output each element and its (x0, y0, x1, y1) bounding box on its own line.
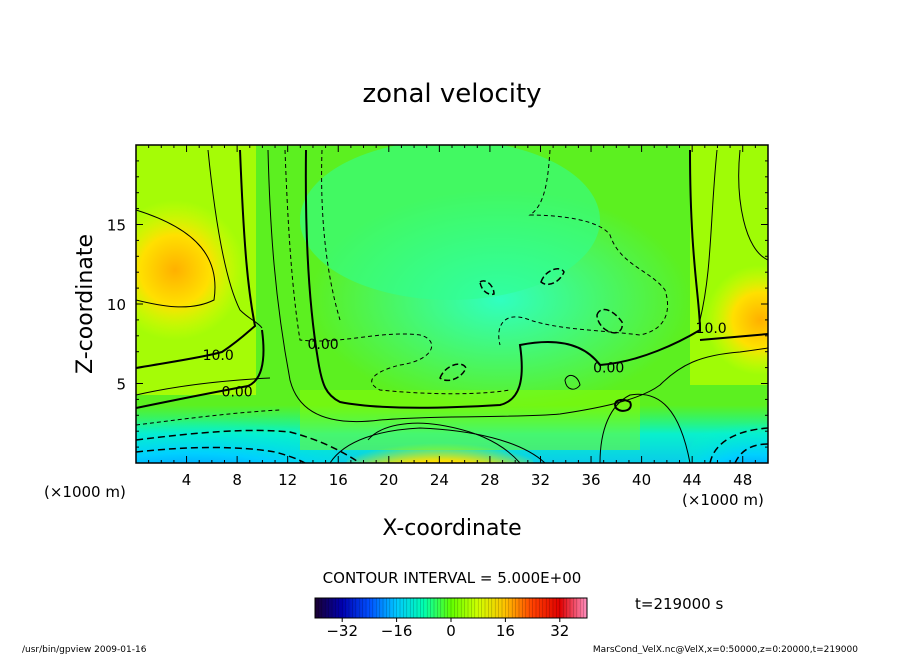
y-axis-label: Z-coordinate (73, 234, 98, 374)
contour-line (304, 149, 702, 409)
contour-line (734, 443, 768, 463)
contour-line (329, 427, 546, 463)
contour-label: 10.0 (696, 321, 727, 337)
x-axis-label: X-coordinate (382, 516, 521, 541)
plot-area: 10.0 0.00 0.00 0.00 10.0 (136, 145, 768, 463)
x-tick-label: 40 (632, 471, 651, 489)
contour-label: 0.00 (222, 384, 253, 400)
contour-labels: 10.0 0.00 0.00 0.00 10.0 (203, 321, 727, 401)
contour-line (738, 149, 768, 261)
x-tick-label: 44 (683, 471, 702, 489)
contour-line (136, 409, 281, 426)
colorbar-tick-label: 16 (496, 622, 515, 640)
y-tick-label: 5 (116, 376, 126, 394)
contour-line (207, 149, 263, 329)
colorbar-tick-label: −32 (326, 622, 358, 640)
contour-line (136, 149, 257, 369)
x-tick-label: 28 (480, 471, 499, 489)
contour-label: 0.00 (307, 337, 338, 353)
x-tick-label: 32 (531, 471, 550, 489)
x-tick-label: 4 (182, 471, 192, 489)
contour-line (136, 209, 216, 308)
x-tick-label: 20 (379, 471, 398, 489)
contour-label: 0.00 (593, 361, 624, 377)
colorbar-tick-label: 32 (550, 622, 569, 640)
contour-line (284, 149, 511, 395)
footer-left: /usr/bin/gpview 2009-01-16 (22, 645, 147, 654)
contour-line (699, 149, 718, 321)
contour-line (136, 329, 265, 409)
chart-title: zonal velocity (362, 79, 541, 109)
y-tick-label: 15 (107, 217, 126, 235)
contour-line (367, 422, 521, 463)
x-tick-label: 24 (430, 471, 449, 489)
contour-interval: CONTOUR INTERVAL = 5.000E+00 (323, 569, 582, 587)
colorbar-tick-label: 0 (446, 622, 456, 640)
time-label: t=219000 s (635, 595, 723, 613)
contour-line (479, 280, 495, 296)
contour-line (136, 446, 306, 463)
y-axis: 5 10 15 (107, 160, 768, 448)
footer-right: MarsCond_VelX.nc@VelX,x=0:50000,z=0:2000… (593, 645, 858, 654)
contour-line (267, 149, 768, 423)
contour-line (596, 308, 624, 334)
x-axis: 4 8 12 16 20 24 28 32 36 40 44 48 (148, 145, 756, 489)
contour-line (136, 377, 271, 396)
contour-line (321, 149, 341, 321)
contour-line (498, 149, 669, 346)
contour-label: 10.0 (203, 348, 234, 364)
x-tick-label: 12 (278, 471, 297, 489)
contour-line (136, 429, 361, 463)
x-unit-right: (×1000 m) (682, 491, 764, 509)
y-tick-label: 10 (107, 296, 126, 314)
contour-line (540, 268, 565, 286)
x-unit-left: (×1000 m) (44, 483, 126, 501)
x-tick-label: 16 (329, 471, 348, 489)
colorbar-tick-label: −16 (381, 622, 413, 640)
contour-line (564, 374, 581, 390)
contour-line (599, 393, 691, 463)
x-tick-label: 48 (733, 471, 752, 489)
colorbar: −32 −16 0 16 32 (314, 597, 588, 640)
x-tick-label: 8 (232, 471, 242, 489)
x-tick-label: 36 (581, 471, 600, 489)
contour-line (439, 363, 467, 382)
contour-line (699, 333, 768, 341)
contour-line (614, 399, 632, 412)
colorbar-gradient (315, 598, 587, 618)
contour-line (709, 427, 768, 463)
